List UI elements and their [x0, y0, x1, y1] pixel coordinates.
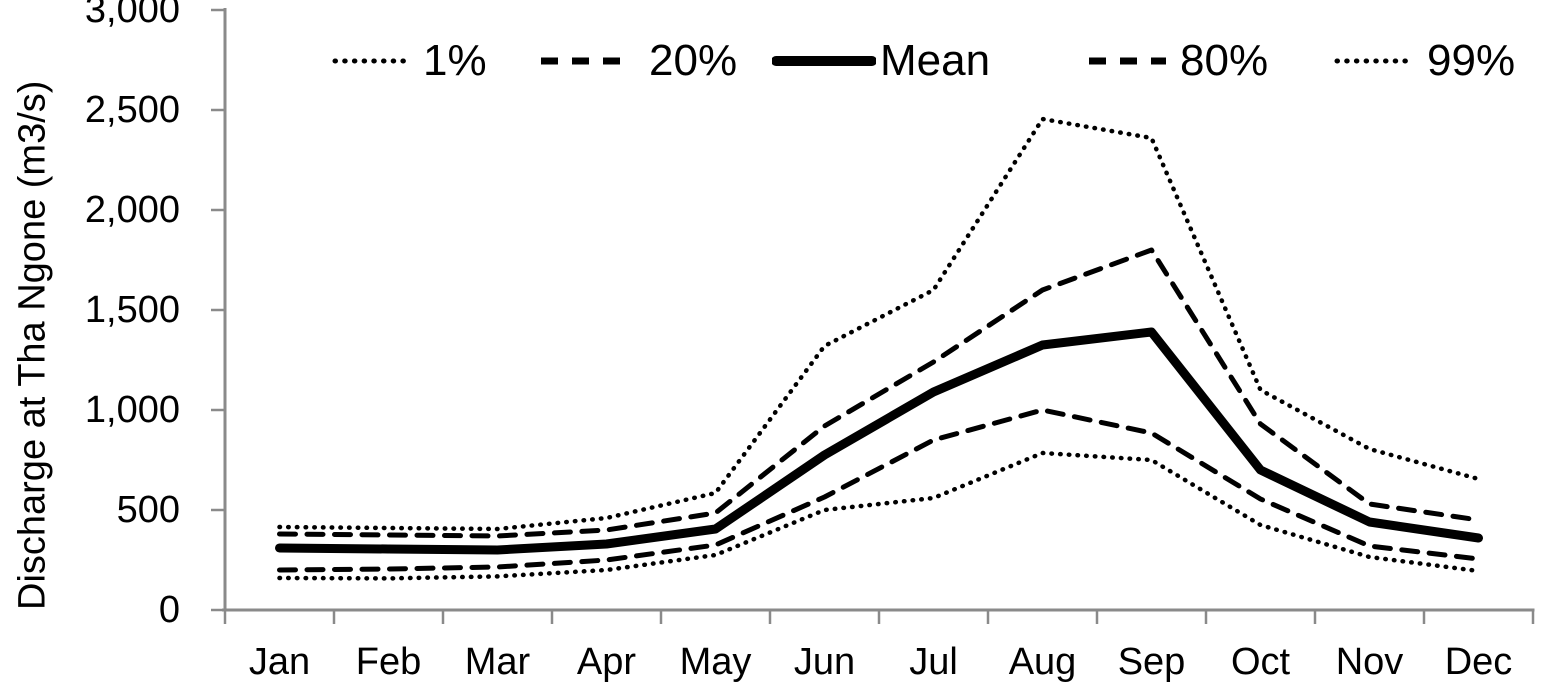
legend-item-20pct: 20% — [537, 36, 737, 86]
y-tick-label: 0 — [158, 589, 180, 631]
x-tick-label-sep: Sep — [1117, 641, 1186, 683]
y-tick-label: 2,000 — [84, 189, 180, 231]
legend-line-sample — [1334, 58, 1412, 64]
legend-label: 99% — [1427, 36, 1516, 85]
y-tick-label: 3,000 — [84, 0, 180, 31]
x-tick-label-aug: Aug — [1008, 641, 1077, 683]
legend-line-sample — [772, 56, 876, 66]
x-tick-label-apr: Apr — [576, 641, 637, 683]
legend-label: Mean — [880, 36, 991, 85]
series-line-20pct — [277, 247, 1481, 539]
series-line-80pct — [277, 407, 1481, 573]
x-tick-label-dec: Dec — [1444, 641, 1513, 683]
legend-line-sample — [1089, 57, 1166, 65]
x-tick-label-jan: Jan — [248, 641, 311, 683]
x-tick-label-jun: Jun — [793, 641, 856, 683]
y-tick-label: 1,000 — [84, 389, 180, 431]
y-tick-label: 2,500 — [84, 89, 180, 131]
legend-item-80pct: 80% — [1085, 36, 1268, 86]
x-tick-label-mar: Mar — [464, 641, 531, 683]
legend-line-sample — [541, 57, 627, 65]
series-line-1pct — [277, 116, 1481, 532]
legend-label: 1% — [423, 36, 487, 85]
legend-item-1pct: 1% — [331, 36, 487, 86]
legend-label: 20% — [649, 36, 738, 85]
x-tick-label-nov: Nov — [1335, 641, 1404, 683]
y-tick-label: 1,500 — [84, 289, 180, 331]
legend-label: 80% — [1180, 36, 1269, 85]
series-line-mean — [275, 327, 1483, 555]
x-tick-label-feb: Feb — [355, 641, 422, 683]
legend-item-99pct: 99% — [1333, 36, 1515, 86]
series-line-99pct — [277, 450, 1481, 581]
legend-line-sample — [332, 58, 408, 64]
legend-item-mean: Mean — [772, 36, 990, 86]
x-tick-label-oct: Oct — [1230, 641, 1291, 683]
x-tick-label-may: May — [679, 641, 752, 683]
x-tick-label-jul: Jul — [909, 641, 958, 683]
y-tick-label: 500 — [116, 489, 180, 531]
